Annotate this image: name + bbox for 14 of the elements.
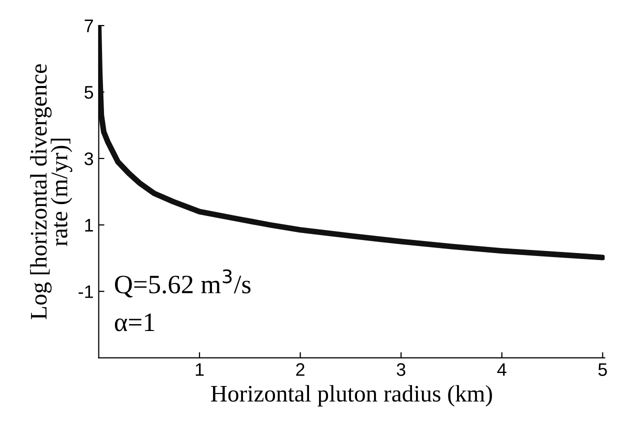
y-tick-label: 5 bbox=[84, 86, 94, 99]
y-tick-label: -1 bbox=[78, 286, 93, 298]
y-tick-label: 3 bbox=[84, 152, 94, 166]
x-tick-label: 4 bbox=[497, 363, 506, 376]
x-tick-label: 3 bbox=[396, 363, 406, 376]
x-tick-label: 1 bbox=[196, 363, 204, 376]
annotation: Q=5.62 m$^{3}$/s bbox=[114, 269, 251, 298]
annotation: α=1 bbox=[114, 314, 154, 332]
y-tick-label: 1 bbox=[85, 219, 93, 232]
y-axis-title: Log [horizontal divergence rate (m/yr)] bbox=[30, 64, 72, 320]
x-axis-title: Horizontal pluton radius (km) bbox=[211, 385, 492, 406]
x-tick-label: 2 bbox=[296, 363, 304, 376]
x-tick-label: 5 bbox=[598, 363, 607, 376]
y-tick-label: 7 bbox=[84, 20, 93, 32]
